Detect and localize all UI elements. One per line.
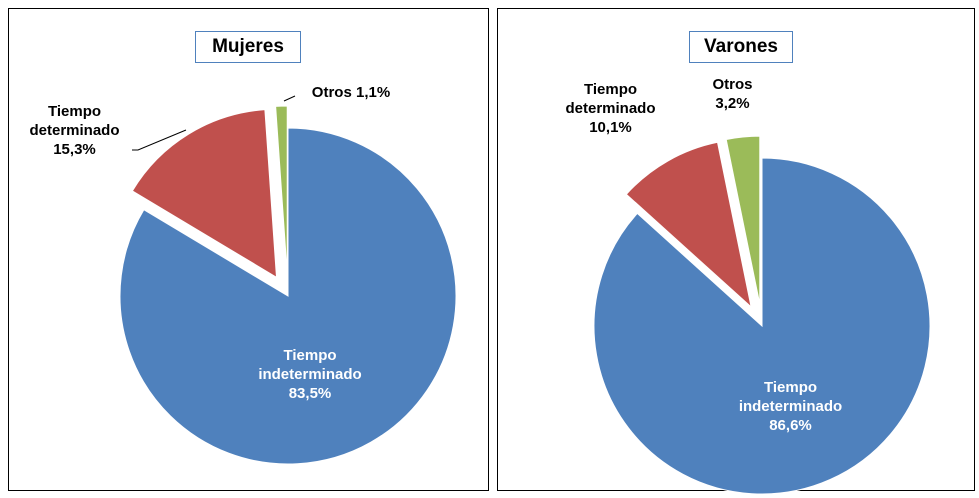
chart-title: Varones (689, 31, 793, 63)
slice-value: 1,1% (355, 84, 391, 101)
pie-slice (725, 135, 761, 305)
slice-category: Otros (311, 84, 352, 101)
slice-label: Tiempo indeterminado 83,5% (240, 346, 380, 403)
leader-line (283, 95, 296, 102)
slice-category: Tiempo determinado (565, 81, 656, 117)
slice-value: 10,1% (589, 119, 632, 136)
leader-line (132, 129, 187, 151)
slice-category: Tiempo indeterminado (738, 379, 843, 415)
chart-title: Mujeres (195, 31, 301, 63)
slice-label: Tiempo determinado 10,1% (548, 80, 673, 137)
slice-label: Tiempo indeterminado 86,6% (718, 378, 863, 435)
slice-category: Tiempo determinado (29, 103, 120, 139)
slice-value: 15,3% (53, 141, 96, 158)
slice-category: Tiempo indeterminado (258, 347, 362, 383)
pie-slice (625, 141, 752, 309)
pie-slice (119, 127, 457, 465)
pie-slice (275, 105, 288, 275)
pie-slice (593, 157, 931, 495)
slice-category: Otros (712, 76, 753, 93)
slice-label: Tiempo determinado 15,3% (12, 102, 137, 159)
slice-value: 86,6% (769, 417, 812, 434)
slice-value: 3,2% (715, 95, 750, 112)
slice-value: 83,5% (288, 385, 332, 402)
slice-label: Otros 3,2% (700, 75, 765, 113)
slice-label: Otros 1,1% (296, 83, 406, 102)
pie-slice (131, 109, 278, 279)
